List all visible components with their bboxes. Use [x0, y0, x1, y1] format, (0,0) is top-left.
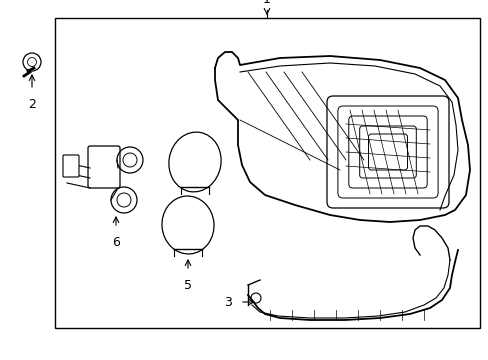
Bar — [55, 18, 479, 328]
FancyBboxPatch shape — [63, 155, 79, 177]
Ellipse shape — [168, 132, 221, 192]
Text: 4: 4 — [191, 218, 199, 231]
Text: 1: 1 — [263, 0, 270, 6]
Text: 6: 6 — [112, 236, 120, 249]
Ellipse shape — [162, 196, 214, 254]
Text: 3: 3 — [224, 296, 231, 309]
FancyBboxPatch shape — [88, 146, 120, 188]
Text: 2: 2 — [28, 98, 36, 111]
Text: 5: 5 — [183, 279, 192, 292]
